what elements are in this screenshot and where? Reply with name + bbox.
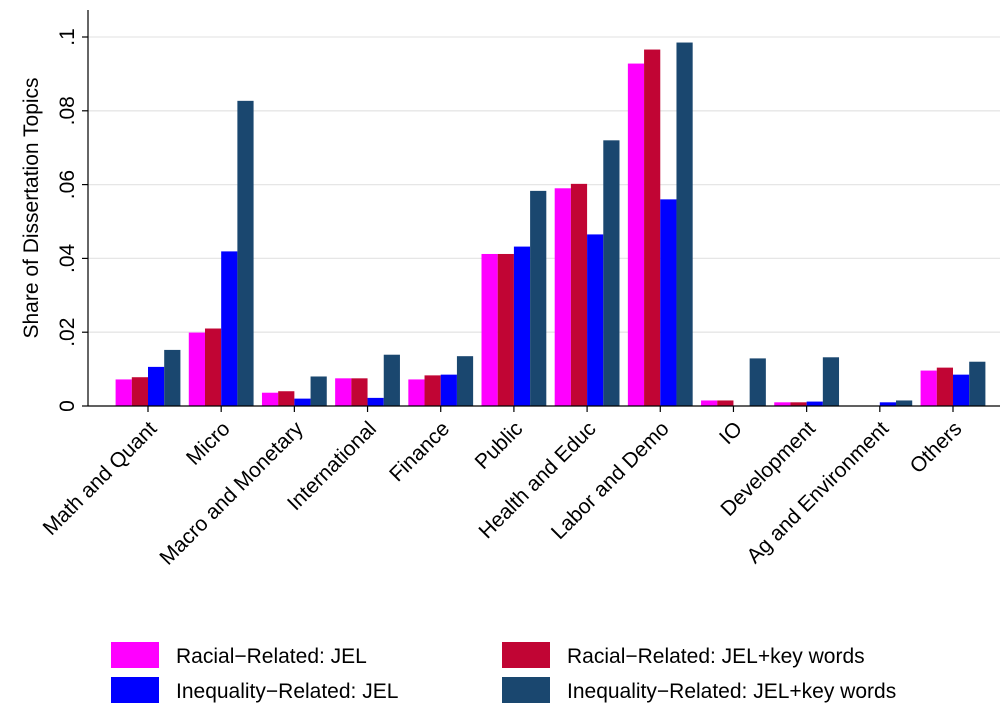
bar	[936, 367, 953, 406]
bar	[383, 354, 400, 406]
legend: Racial−Related: JEL Racial−Related: JEL+k…	[111, 642, 896, 703]
bar	[920, 370, 937, 406]
y-tick-label: .08	[56, 96, 79, 125]
bar	[953, 374, 970, 406]
bar	[513, 246, 531, 406]
y-tick-label: .06	[56, 170, 79, 199]
bar	[440, 374, 457, 406]
legend-label: Racial−Related: JEL+key words	[567, 645, 865, 668]
bar	[806, 401, 823, 406]
bar	[237, 100, 254, 406]
legend-label: Racial−Related: JEL	[176, 645, 367, 668]
bar	[896, 400, 913, 406]
y-tick-label: .02	[56, 318, 79, 347]
bar	[351, 378, 368, 406]
y-tick-label: .1	[56, 28, 79, 46]
bar	[701, 400, 718, 406]
bar	[221, 251, 238, 406]
legend-swatch	[111, 677, 159, 703]
bar	[164, 349, 181, 406]
legend-label: Inequality−Related: JEL+key words	[567, 680, 896, 703]
bar	[310, 376, 327, 406]
legend-label: Inequality−Related: JEL	[176, 680, 398, 703]
bar	[261, 392, 279, 406]
bar	[660, 199, 677, 406]
y-axis-title: Share of Dissertation Topics	[20, 77, 43, 338]
legend-swatch	[502, 677, 550, 703]
bar	[717, 400, 734, 406]
bar	[204, 328, 222, 406]
bar	[790, 402, 807, 406]
bar	[367, 397, 384, 406]
bar	[131, 377, 148, 406]
bar	[188, 332, 205, 406]
bar	[278, 391, 295, 406]
bar	[456, 356, 474, 406]
bar	[408, 379, 425, 406]
bar	[969, 361, 986, 406]
bar	[627, 63, 645, 407]
bar	[644, 49, 661, 407]
bar	[481, 253, 498, 406]
bar	[676, 42, 693, 406]
legend-swatch	[111, 642, 159, 668]
bar	[879, 402, 897, 406]
bar	[335, 378, 352, 406]
bar	[587, 234, 604, 406]
bar	[294, 398, 311, 406]
bar	[603, 140, 620, 406]
bar	[570, 183, 588, 406]
bars-group	[115, 42, 986, 407]
y-tick-label: .04	[56, 243, 79, 273]
legend-swatch	[502, 642, 550, 668]
bar	[554, 188, 571, 406]
bar	[424, 375, 441, 406]
y-tick-label: 0	[56, 400, 79, 412]
bar	[822, 357, 840, 406]
bar	[774, 402, 791, 406]
y-axis: 0 .02 .04 .06 .08 .1	[56, 10, 89, 412]
bar	[530, 190, 547, 406]
bar	[497, 253, 514, 406]
bar	[749, 358, 766, 406]
bar	[115, 379, 132, 406]
bar	[148, 366, 165, 406]
